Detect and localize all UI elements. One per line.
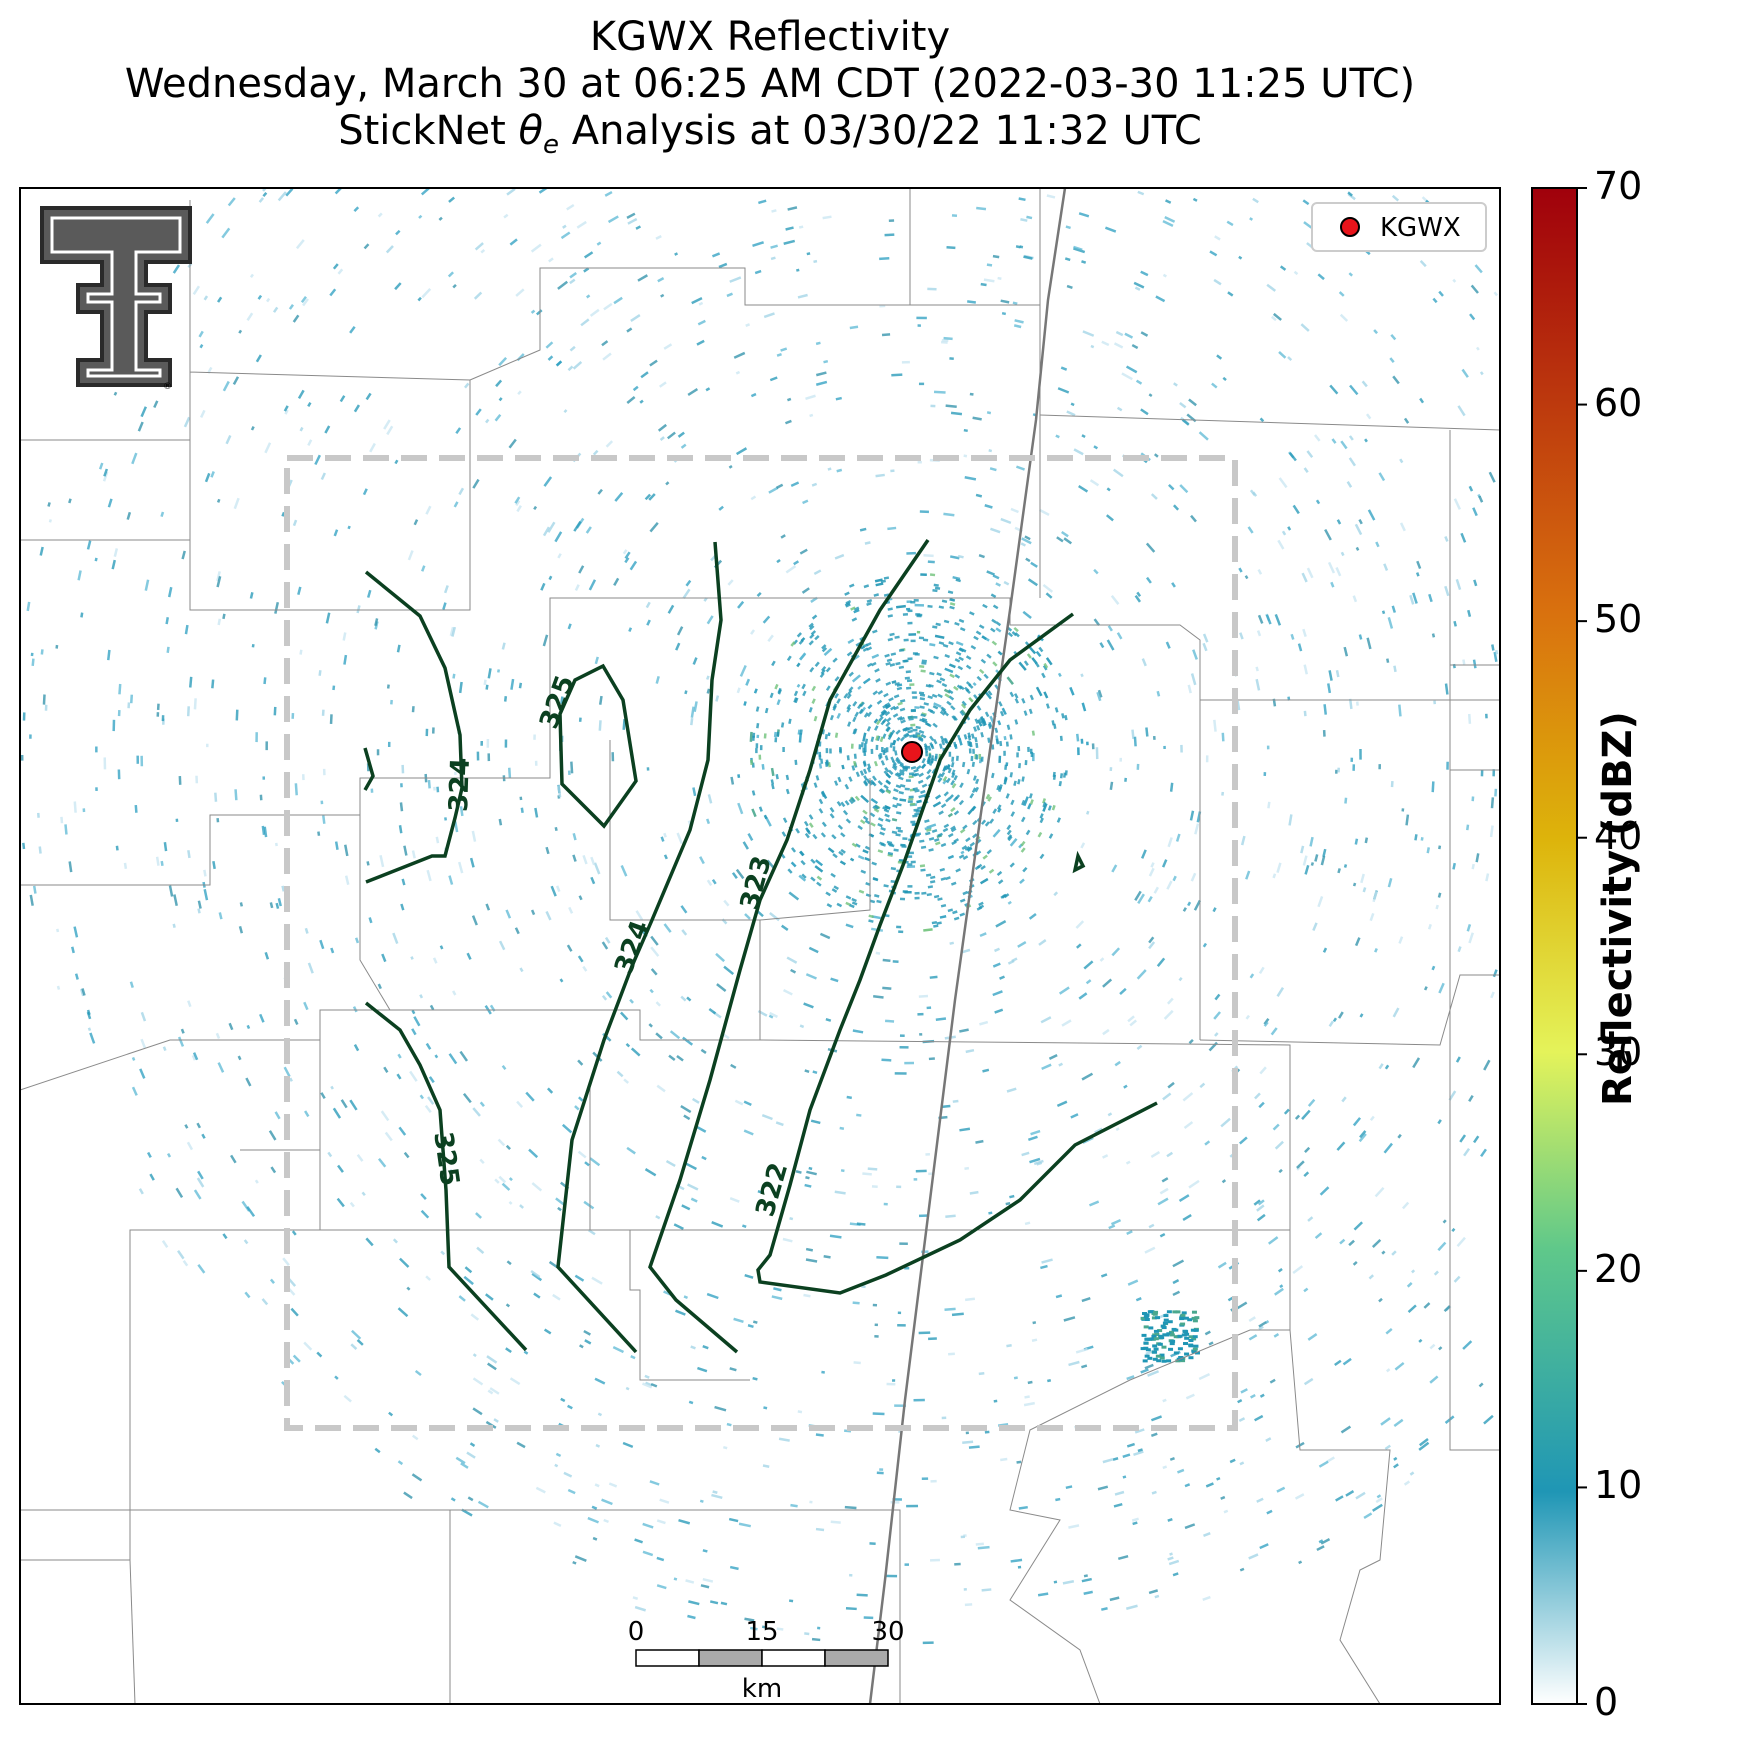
colorbar-gradient [1531,187,1578,1705]
title-analysis-suffix: Analysis at 03/30/22 11:32 UTC [558,108,1202,154]
colorbar-tick-label: 70 [1594,164,1643,208]
theta-subscript: e [542,130,559,160]
contour-label-323: 323 [735,853,778,913]
colorbar-tick-label: 40 [1594,813,1643,858]
colorbar-label: Reflectivity (dBZ) [1595,711,1641,1106]
contour-label-322: 322 [750,1160,794,1220]
kgwx-radar-site-marker [901,741,923,763]
logo-registered-mark: ® [163,382,172,392]
contour-label-324-center: 324 [609,917,656,978]
contour-label-324-west: 324 [444,757,476,812]
colorbar-tick-label: 20 [1594,1246,1643,1291]
title-analysis-prefix: StickNet [338,108,519,154]
contour-325-loop [558,663,638,829]
colorbar-tick-label: 30 [1594,1030,1643,1075]
contour-322 [756,612,1158,1295]
reflectivity-echoes [20,188,1499,1645]
scale-bar: 0 15 30 km [628,1617,905,1704]
county-boundaries [20,188,1500,1704]
legend-label: KGWX [1380,213,1461,243]
colorbar-tick-label: 10 [1594,1463,1643,1508]
contour-small-west [363,747,375,791]
title-line-3: StickNet θe Analysis at 03/30/22 11:32 U… [0,108,1540,169]
contour-label-325-loop: 325 [534,672,581,733]
contour-diamond-east [1072,850,1086,874]
contour-325-south [364,1001,528,1352]
contour-324-center [556,541,723,1354]
texas-tech-logo: ® [40,206,192,392]
scale-unit: km [742,1674,782,1704]
contour-323 [648,539,930,1354]
colorbar-tick-label: 0 [1594,1680,1619,1724]
scale-tick-0: 0 [628,1617,645,1647]
legend: KGWX [1311,202,1487,252]
contour-324-west-top [364,570,464,884]
map-frame [19,187,1501,1705]
scale-tick-30: 30 [871,1617,904,1647]
legend-marker-icon [1340,217,1360,237]
theta-e-contours [363,539,1158,1354]
colorbar-tick-label: 50 [1594,597,1643,642]
scale-tick-15: 15 [745,1617,778,1647]
title-line-2: Wednesday, March 30 at 06:25 AM CDT (202… [124,61,1416,107]
colorbar-tick-label: 60 [1594,380,1643,425]
contour-label-325-south: 325 [427,1130,464,1188]
colorbar [1531,187,1587,1705]
state-boundary [868,188,1067,1704]
analysis-domain-box [284,455,1238,1431]
theta-symbol: θ [518,108,543,154]
title-line-1: KGWX Reflectivity [589,14,951,60]
